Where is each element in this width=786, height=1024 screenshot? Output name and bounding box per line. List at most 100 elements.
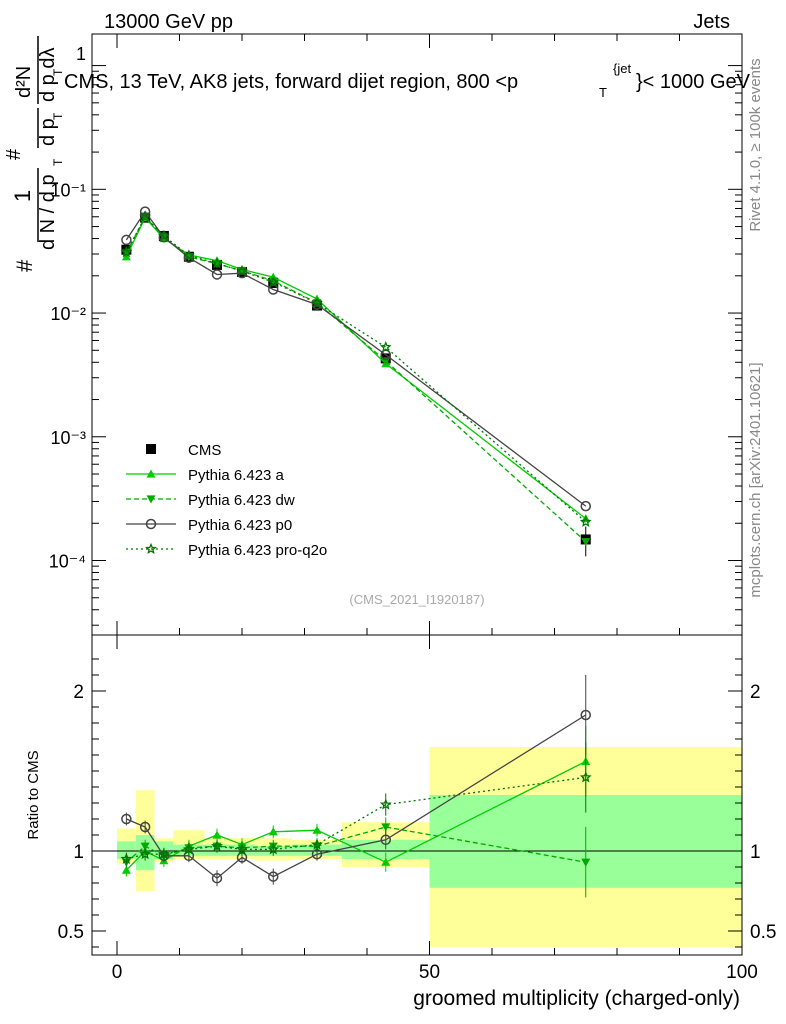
ratio-y-tick-label-right: 0.5 [750,922,776,943]
analysis-watermark: (CMS_2021_I1920187) [349,592,484,607]
series-3-ratio-point [380,834,391,846]
axes: 1 0 50 100 10⁻¹ 10⁻² 10⁻³ 10⁻⁴ 2 2 1 1 0.5 0.5 [49,34,776,983]
ratio-y-tick-label-right: 1 [750,842,761,863]
series-4-main-point [267,275,280,288]
series-3-ratio-line [126,714,587,880]
ylabel-dn: d N / d p [37,174,59,250]
series-4-main-point [236,265,248,277]
ylabel-hash-1: # [12,259,37,272]
y-tick-label: 10⁻³ [50,428,86,448]
series-2-main-point [268,277,278,286]
series-4-ratio-point [157,848,170,860]
legend-marker-0 [146,444,156,454]
series-4-main-line [125,215,587,523]
category-label: Jets [693,11,730,33]
series-3-ratio-point [139,821,151,833]
series-4-ratio-point [579,771,592,783]
legend-marker-1 [146,469,156,478]
ratio-y-tick-label-right: 2 [750,682,761,703]
legend: CMS Pythia 6.423 a Pythia 6.423 dw Pythia 6… [126,442,327,559]
series-2-ratio-line [125,826,586,863]
series-4-main-point [120,245,133,258]
series-3-main-point [268,284,279,295]
series-4-ratio-point [236,843,248,855]
title-end: }< 1000 GeV [636,71,751,93]
y-tick-label: 10⁻⁴ [49,552,86,572]
series-4-main-point [183,249,195,261]
ratio-y-tick-label: 2 [73,682,84,703]
y-tick-label-top: 1 [76,44,86,64]
series-3-ratio-point [211,872,223,884]
mcplots-label: mcplots.cern.ch [arXiv:2401.10621] [747,362,764,597]
series-4-main-point [211,257,223,269]
series-1-ratio-point [312,825,322,834]
series-4-ratio-point [120,852,133,864]
series-2-ratio-point [140,842,150,851]
series-4-ratio-point [182,843,195,855]
series-3-main-point [183,252,195,263]
series-3-main-point [236,267,248,279]
series-3-main-point [580,500,591,512]
series-1-ratio-line [125,760,587,871]
ratio-plot-frame [91,634,743,956]
legend-label-2: Pythia 6.423 dw [188,492,295,509]
ylabel-d2n: d²N [13,66,35,98]
series-2-main-point [581,538,591,547]
ratio-series [120,675,592,898]
legend-marker-3 [145,518,157,530]
series-4-main-point [379,340,392,353]
series-1-ratio-point [268,827,278,836]
series-3-main-point [380,349,391,361]
series-4-main-point [158,229,170,241]
rivet-label: Rivet 4.1.0, ≥ 100k events [747,58,764,231]
series-1-ratio-point [121,865,131,874]
series-4-ratio-point [267,843,280,855]
series-4-ratio-point [139,848,152,860]
series-2-main-line [125,215,587,543]
y-axis-label-main: # 1 d N / d p T # d p T d²N d p dλ T [3,36,65,272]
series-4-ratio-point [379,798,392,810]
series-3-ratio-point [121,813,132,825]
series-1-ratio-point [212,830,222,839]
x-axis-label: groomed multiplicity (charged-only) [413,987,740,1010]
legend-marker-4 [145,542,157,554]
series-4-main-point [311,297,323,309]
legend-label-0: CMS [188,442,221,459]
series-1-ratio-point [381,857,391,866]
series-2-ratio-point [581,858,591,867]
chart-title: CMS, 13 TeV, AK8 jets, forward dijet reg… [64,61,751,100]
ratio-band-stat [117,841,136,859]
ylabel-dptdl: d p dλ [37,48,59,102]
ratio-y-tick-label: 1 [73,842,84,863]
y-axis-label-ratio: Ratio to CMS [25,750,42,839]
series-3-main-point [121,234,132,246]
ylabel-dpt-sub: T [51,112,65,120]
series-3-main-point [211,269,223,280]
ratio-y-tick-label: 0.5 [58,922,84,943]
series-4-main-point [139,210,151,222]
y-tick-label: 10⁻¹ [50,180,86,200]
legend-label-3: Pythia 6.423 p0 [188,517,292,534]
title-main: CMS, 13 TeV, AK8 jets, forward dijet reg… [64,71,518,93]
series-3-ratio-point [580,709,591,721]
series-4-ratio-point [311,838,323,850]
title-subscript: T [599,85,607,100]
x-tick-label: 100 [726,962,758,983]
series-4-ratio-point [211,840,223,852]
ylabel-dn-sub: T [51,158,65,166]
y-tick-label: 10⁻² [50,304,86,324]
x-tick-label: 50 [419,962,440,983]
ylabel-dpt: d p [37,118,59,146]
title-superscript: {jet [613,61,631,76]
ylabel-hash-2: # [3,148,25,160]
main-series [120,206,592,557]
legend-label-1: Pythia 6.423 a [188,467,285,484]
legend-label-4: Pythia 6.423 pro-q2o [188,542,327,559]
series-4-main-point [579,515,592,527]
series-3-ratio-point [268,871,279,882]
series-2-ratio-point [381,823,391,832]
ylabel-dptdl-sub: T [51,68,65,76]
legend-marker-2 [146,495,156,504]
x-tick-label: 0 [112,962,123,983]
